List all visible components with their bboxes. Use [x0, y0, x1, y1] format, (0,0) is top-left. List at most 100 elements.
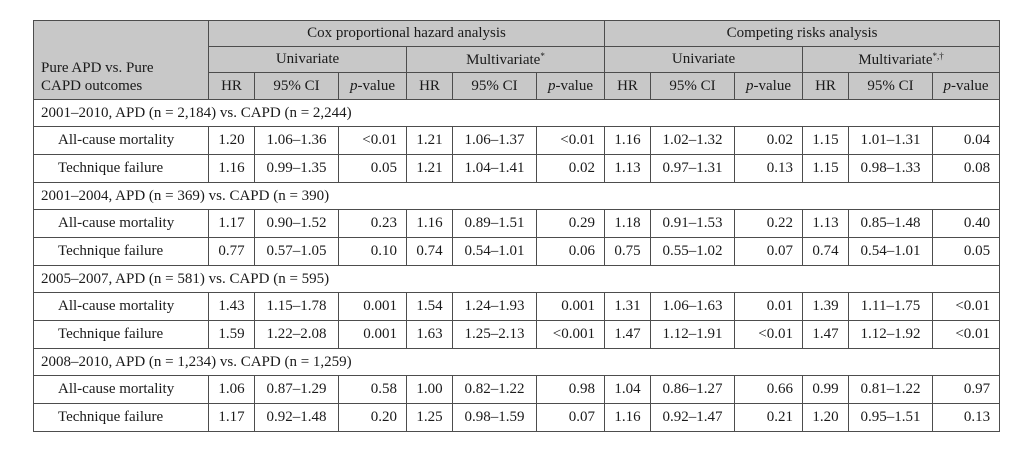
- ci-cell: 1.25–2.13: [452, 320, 537, 349]
- p-value-cell: <0.01: [338, 126, 407, 155]
- ci-cell: 0.97–1.31: [650, 154, 736, 183]
- p-value-cell: 0.22: [734, 209, 804, 238]
- ci-cell: 0.54–1.01: [848, 237, 934, 266]
- p-value-cell: 0.98: [535, 375, 606, 404]
- ci-cell: 0.54–1.01: [452, 237, 537, 266]
- hr-cell: 1.06: [208, 375, 255, 404]
- p-value-cell: 0.06: [535, 237, 606, 266]
- competing-risks-header: Competing risks analysis: [604, 20, 1001, 47]
- p-value-column-header: p-value: [338, 72, 407, 100]
- outcome-label: Technique failure: [33, 403, 209, 432]
- competing-multivariate-footnote-mark: *,†: [932, 50, 944, 61]
- group-header-row: 2001–2010, APD (n = 2,184) vs. CAPD (n =…: [32, 99, 1001, 127]
- ci-cell: 1.12–1.91: [650, 320, 736, 349]
- hr-cell: 1.54: [406, 292, 453, 321]
- hr-cell: 1.04: [604, 375, 652, 404]
- ci-cell: 0.92–1.48: [254, 403, 339, 432]
- p-value-cell: 0.20: [338, 403, 407, 432]
- cox-multivariate-label: Multivariate: [466, 51, 541, 68]
- ci-cell: 0.91–1.53: [650, 209, 736, 238]
- outcome-label: All-cause mortality: [33, 209, 209, 238]
- p-value-cell: 0.001: [338, 320, 407, 349]
- ci-cell: 1.11–1.75: [848, 292, 934, 321]
- table-row: All-cause mortality 1.20 1.06–1.36 <0.01 1.2…: [33, 126, 1001, 155]
- ci-cell: 0.55–1.02: [650, 237, 736, 266]
- ci-cell: 0.98–1.59: [452, 403, 537, 432]
- cox-univariate-header: Univariate: [208, 46, 407, 73]
- results-table: Pure APD vs. Pure CAPD outcomes Cox propo…: [32, 20, 1001, 432]
- hr-cell: 1.21: [406, 126, 453, 155]
- ci-cell: 0.99–1.35: [254, 154, 339, 183]
- hr-cell: 0.74: [802, 237, 850, 266]
- p-value-cell: 0.001: [535, 292, 606, 321]
- results-table-container: Pure APD vs. Pure CAPD outcomes Cox propo…: [32, 20, 1001, 432]
- ci-cell: 1.01–1.31: [848, 126, 934, 155]
- p-value-cell: 0.001: [338, 292, 407, 321]
- hr-cell: 1.21: [406, 154, 453, 183]
- table-row: All-cause mortality 1.43 1.15–1.78 0.001 1.5…: [33, 292, 1001, 321]
- p-value-cell: <0.001: [535, 320, 606, 349]
- hr-cell: 1.16: [604, 126, 652, 155]
- ci-column-header: 95% CI: [254, 72, 339, 100]
- table-header: Pure APD vs. Pure CAPD outcomes Cox propo…: [33, 20, 1001, 100]
- group-title: 2001–2004, APD (n = 369) vs. CAPD (n = 3…: [32, 182, 1001, 210]
- hr-cell: 1.17: [208, 403, 255, 432]
- hr-cell: 1.63: [406, 320, 453, 349]
- hr-cell: 1.13: [604, 154, 652, 183]
- hr-column-header: HR: [604, 72, 652, 100]
- ci-cell: 1.06–1.37: [452, 126, 537, 155]
- group-title: 2008–2010, APD (n = 1,234) vs. CAPD (n =…: [32, 348, 1001, 376]
- p-value-cell: 0.29: [535, 209, 606, 238]
- p-value-column-header: p-value: [535, 72, 606, 100]
- hr-cell: 0.74: [406, 237, 453, 266]
- hr-cell: 1.16: [406, 209, 453, 238]
- hr-cell: 1.20: [208, 126, 255, 155]
- hr-cell: 1.15: [802, 154, 850, 183]
- ci-cell: 1.02–1.32: [650, 126, 736, 155]
- group-title: 2005–2007, APD (n = 581) vs. CAPD (n = 5…: [32, 265, 1001, 293]
- table-row: Technique failure 0.77 0.57–1.05 0.10 0.74 0.…: [33, 237, 1001, 266]
- ci-cell: 0.95–1.51: [848, 403, 934, 432]
- p-value-cell: 0.05: [932, 237, 1001, 266]
- ci-column-header: 95% CI: [848, 72, 934, 100]
- p-value-cell: 0.07: [535, 403, 606, 432]
- p-value-cell: 0.23: [338, 209, 407, 238]
- ci-column-header: 95% CI: [650, 72, 736, 100]
- p-value-suffix: -value: [357, 77, 395, 94]
- outcome-label: All-cause mortality: [33, 126, 209, 155]
- ci-cell: 0.81–1.22: [848, 375, 934, 404]
- hr-cell: 1.47: [802, 320, 850, 349]
- ci-cell: 0.86–1.27: [650, 375, 736, 404]
- outcome-header-line1: Pure APD vs. Pure: [41, 60, 154, 76]
- ci-column-header: 95% CI: [452, 72, 537, 100]
- p-value-suffix: -value: [555, 77, 593, 94]
- outcome-label: All-cause mortality: [33, 375, 209, 404]
- competing-univariate-header: Univariate: [604, 46, 804, 73]
- p-value-italic-p: p: [350, 77, 358, 94]
- competing-multivariate-header: Multivariate*,†: [802, 46, 1001, 73]
- p-value-cell: 0.66: [734, 375, 804, 404]
- hr-cell: 1.13: [802, 209, 850, 238]
- p-value-italic-p: p: [943, 77, 952, 94]
- table-row: Technique failure 1.17 0.92–1.48 0.20 1.25 0.…: [33, 403, 1001, 432]
- p-value-cell: 0.58: [338, 375, 407, 404]
- ci-cell: 0.82–1.22: [452, 375, 537, 404]
- hr-cell: 1.25: [406, 403, 453, 432]
- p-value-cell: 0.05: [338, 154, 407, 183]
- subheader-row: HR 95% CI p-value HR 95% CI p-value HR 95% CI p-…: [34, 72, 1001, 100]
- hr-cell: 1.16: [604, 403, 652, 432]
- ci-cell: 1.06–1.36: [254, 126, 339, 155]
- cox-analysis-header: Cox proportional hazard analysis: [207, 20, 606, 47]
- outcome-label: Technique failure: [33, 237, 209, 266]
- ci-cell: 0.98–1.33: [848, 154, 934, 183]
- hr-cell: 1.20: [802, 403, 850, 432]
- hr-cell: 1.17: [208, 209, 255, 238]
- p-value-italic-p: p: [746, 77, 754, 94]
- hr-cell: 1.15: [802, 126, 850, 155]
- p-value-cell: 0.10: [338, 237, 407, 266]
- p-value-cell: 0.01: [734, 292, 804, 321]
- p-value-suffix: -value: [753, 77, 791, 94]
- hr-cell: 0.75: [604, 237, 652, 266]
- group-header-row: 2005–2007, APD (n = 581) vs. CAPD (n = 5…: [32, 265, 1001, 293]
- competing-multivariate-label: Multivariate: [858, 51, 933, 68]
